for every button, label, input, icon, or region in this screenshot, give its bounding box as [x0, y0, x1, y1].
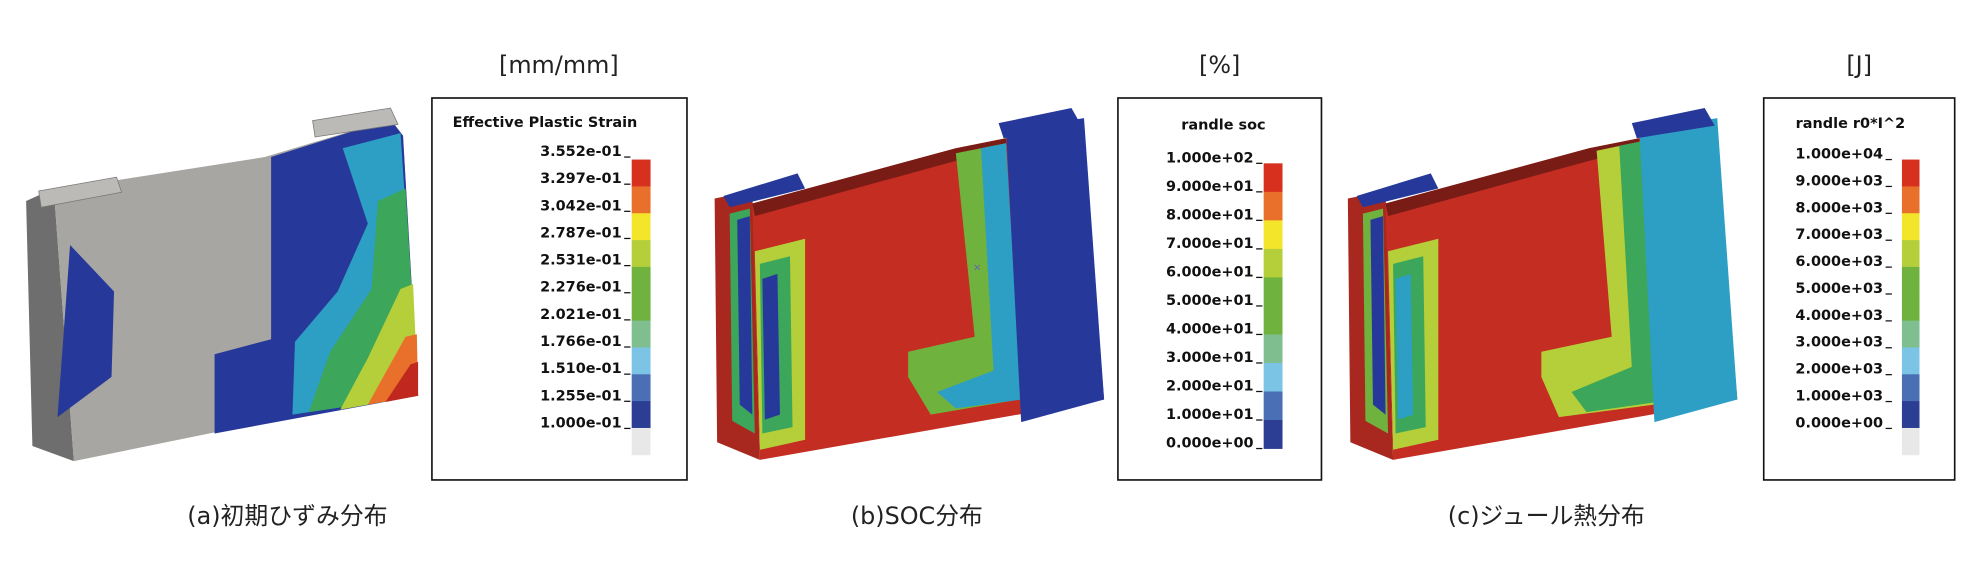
legend-label: 3.297e-01 [540, 171, 622, 187]
legend-label: 1.000e+02 [1166, 150, 1254, 166]
legend-swatch [1263, 305, 1283, 335]
legend-label: 3.000e+03 [1795, 335, 1883, 351]
model-a [26, 107, 419, 462]
legend-swatch [631, 213, 651, 241]
legends: [mm/mm] Effective Plastic Strain 3.552e-01… [187, 51, 1956, 530]
legend-label: 3.000e+01 [1166, 350, 1254, 366]
legend-label: 2.531e-01 [540, 253, 622, 269]
legend-swatch [1901, 347, 1920, 375]
legend-swatch [1263, 191, 1283, 221]
caption: (a)初期ひずみ分布 [187, 502, 387, 530]
legend-swatch [1901, 186, 1920, 214]
legend-label: 2.000e+01 [1166, 378, 1254, 394]
unit-label: [%] [1199, 51, 1240, 79]
legend-swatch [1263, 248, 1283, 278]
legend-swatch [1901, 293, 1920, 321]
legend-swatch [631, 401, 651, 429]
legend-swatch [1263, 334, 1283, 364]
legend-label: 3.042e-01 [540, 198, 622, 214]
legend-swatch [1901, 213, 1920, 241]
legend-label: 3.552e-01 [540, 144, 622, 160]
legend-label: 7.000e+01 [1166, 236, 1254, 252]
legend-swatch [1263, 163, 1283, 193]
legend-label: 1.000e+03 [1795, 389, 1883, 405]
legend-swatch [631, 159, 651, 187]
legend-swatch [631, 186, 651, 214]
legend-swatch [1263, 362, 1283, 392]
legend-label: 4.000e+01 [1166, 321, 1254, 337]
legend-swatch [631, 427, 651, 456]
legend-label: 5.000e+01 [1166, 293, 1254, 309]
unit-label: [mm/mm] [499, 51, 619, 79]
legend-label: 6.000e+03 [1795, 254, 1883, 270]
legend-swatch [1901, 159, 1920, 187]
legend-title: randle r0*I^2 [1796, 116, 1905, 132]
legend-label: 5.000e+03 [1795, 281, 1883, 297]
legend-swatch [1263, 277, 1283, 307]
legend-label: 6.000e+01 [1166, 264, 1254, 280]
legend-box [1117, 97, 1323, 481]
legend-label: 0.000e+00 [1166, 436, 1254, 452]
legend-swatch [631, 266, 651, 295]
legend-swatch [1901, 427, 1920, 456]
legend-swatch [1901, 240, 1920, 268]
svg-text:×: × [973, 263, 981, 274]
legend-label: 2.000e+03 [1795, 362, 1883, 378]
legend-label: 0.000e+00 [1795, 415, 1883, 431]
legend-label: 2.787e-01 [540, 225, 622, 241]
legend-label: 2.021e-01 [540, 307, 622, 323]
legend-label: 8.000e+03 [1795, 200, 1883, 216]
model-b: × [714, 108, 1105, 460]
legend-swatch [1901, 401, 1920, 429]
legend-swatch [631, 374, 651, 402]
legend-swatch [1901, 266, 1920, 295]
caption: (c)ジュール熱分布 [1448, 502, 1645, 530]
legend-label: 4.000e+03 [1795, 308, 1883, 324]
legend-swatch [1901, 320, 1920, 348]
legend-swatch [631, 240, 651, 268]
legend-label: 1.000e-01 [540, 415, 622, 431]
unit-label: [J] [1846, 51, 1872, 79]
legend-label: 9.000e+03 [1795, 173, 1883, 189]
legend-swatch [631, 320, 651, 348]
legend-box [1762, 97, 1956, 481]
legend-label: 9.000e+01 [1166, 179, 1254, 195]
legend-title: Effective Plastic Strain [453, 115, 638, 131]
legend-label: 1.000e+04 [1795, 147, 1883, 163]
legend-label: 1.000e+01 [1166, 407, 1254, 423]
caption: (b)SOC分布 [851, 502, 983, 530]
model-c [1347, 108, 1738, 460]
legend-swatch [1263, 220, 1283, 250]
legend-swatch [631, 293, 651, 321]
legend-label: 1.255e-01 [540, 388, 622, 404]
legend-label: 2.276e-01 [540, 280, 622, 296]
legend-title: randle soc [1181, 117, 1265, 133]
legend-label: 7.000e+03 [1795, 227, 1883, 243]
legend-swatch [1263, 391, 1283, 421]
legend-label: 1.510e-01 [540, 361, 622, 377]
legend-label: 1.766e-01 [540, 334, 622, 350]
legend-label: 8.000e+01 [1166, 207, 1254, 223]
legend-swatch [1901, 374, 1920, 402]
legend-swatch [631, 347, 651, 375]
legend-swatch [1263, 420, 1283, 449]
